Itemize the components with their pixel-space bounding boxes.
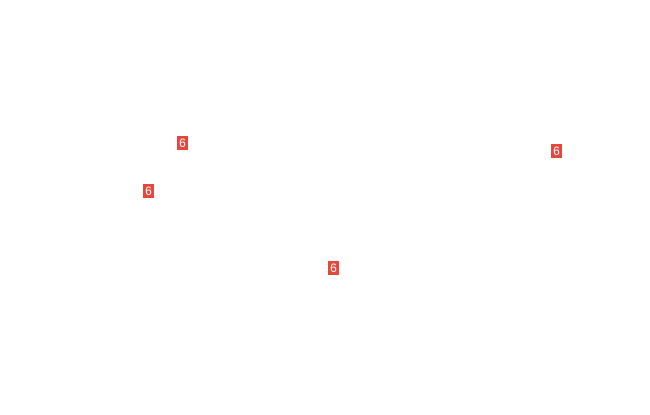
marker-badge[interactable]: 6 <box>551 144 562 158</box>
marker-badge[interactable]: 6 <box>177 136 188 150</box>
marker-badge[interactable]: 6 <box>143 184 154 198</box>
marker-badge[interactable]: 6 <box>328 261 339 275</box>
